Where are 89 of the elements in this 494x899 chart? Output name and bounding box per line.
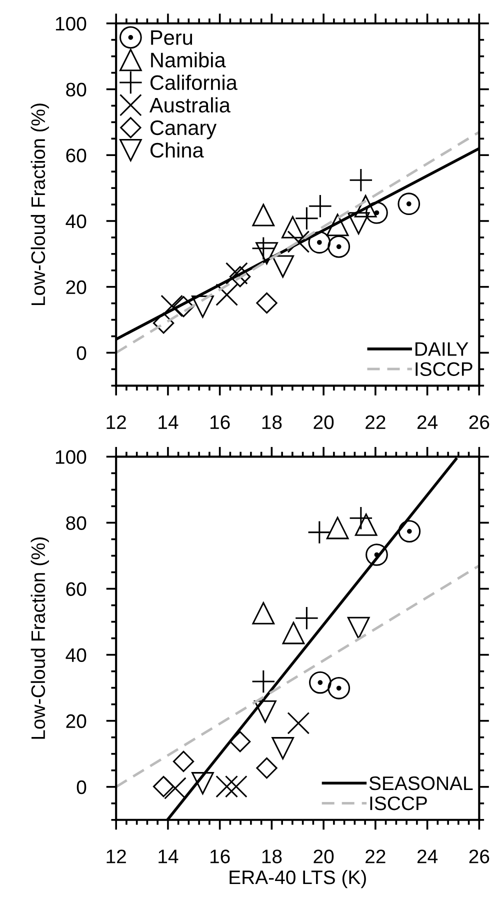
point	[354, 514, 378, 536]
x-tick-label: 24	[417, 415, 438, 429]
point	[294, 206, 319, 230]
point	[308, 520, 332, 544]
y-tick-label: 80	[66, 82, 86, 96]
x-tick-label: 18	[262, 415, 282, 430]
point	[272, 255, 294, 278]
y-tick-label: 0	[76, 780, 86, 794]
legend-label: California	[150, 74, 238, 90]
point	[224, 775, 248, 798]
point	[152, 312, 174, 334]
point	[398, 520, 421, 542]
point	[328, 236, 350, 258]
point	[256, 292, 278, 314]
y-tick-label: 40	[66, 214, 86, 228]
point	[347, 212, 370, 234]
point	[308, 194, 332, 218]
legend-label: Australia	[149, 97, 230, 113]
point	[282, 216, 304, 238]
x-tick-label: 20	[314, 850, 334, 864]
point	[282, 622, 305, 644]
point	[192, 295, 214, 318]
x-tick-label: 16	[210, 850, 230, 864]
point	[192, 772, 214, 794]
x-tick-label: 12	[106, 415, 126, 429]
legend-label: Canary	[150, 120, 217, 140]
point	[252, 602, 275, 624]
point	[398, 192, 420, 216]
point	[272, 737, 294, 760]
point	[229, 266, 251, 288]
legend-label: DAILY	[416, 342, 468, 356]
x-tick-label: 18	[262, 850, 282, 864]
point	[252, 670, 276, 694]
point	[254, 700, 276, 723]
point	[226, 262, 248, 285]
point	[216, 775, 238, 798]
point	[252, 204, 275, 226]
point	[256, 242, 278, 264]
x-tick-label: 14	[158, 416, 178, 429]
point	[366, 544, 388, 566]
x-tick-label: 26	[469, 850, 490, 864]
y-tick-label: 40	[66, 648, 86, 662]
x-tick-label: 20	[314, 415, 334, 430]
point	[256, 757, 278, 779]
point	[349, 506, 373, 530]
point	[152, 776, 174, 798]
point	[349, 168, 373, 192]
point	[160, 294, 184, 318]
point	[326, 516, 349, 540]
point	[328, 676, 350, 700]
y-tick-label: 0	[76, 346, 86, 360]
legend-label: SEASONAL	[369, 776, 473, 790]
y-axis-title: Low-Cloud Fraction (%)	[30, 104, 49, 306]
point	[287, 230, 310, 253]
x-tick-label: 26	[469, 415, 490, 430]
y-tick-label: 100	[56, 450, 86, 464]
y-axis-title: Low-Cloud Fraction (%)	[30, 537, 49, 739]
legend-label: ISCCP	[416, 362, 472, 376]
y-tick-label: 20	[66, 280, 86, 294]
legend-label: Namibia	[151, 52, 226, 68]
x-axis-title: ERA-40 LTS (K)	[230, 870, 366, 888]
x-tick-label: 12	[106, 850, 126, 864]
point	[216, 284, 238, 306]
y-tick-label: 20	[66, 714, 86, 728]
point	[326, 214, 349, 236]
point	[354, 194, 377, 218]
point	[172, 750, 194, 772]
legend-label: Peru	[151, 30, 192, 45]
x-tick-label: 14	[158, 850, 178, 864]
y-tick-label: 80	[66, 516, 86, 530]
point	[309, 671, 332, 694]
point	[252, 236, 276, 260]
point	[294, 606, 319, 630]
point	[347, 616, 370, 640]
x-tick-label: 16	[210, 415, 230, 430]
y-tick-label: 60	[66, 148, 86, 162]
point	[229, 731, 251, 752]
legend-label: ISCCP	[370, 796, 427, 810]
point	[366, 202, 388, 224]
legend-label: China	[150, 142, 204, 158]
x-tick-label: 22	[366, 415, 386, 429]
y-tick-label: 60	[66, 582, 86, 596]
point	[172, 296, 194, 318]
x-tick-label: 22	[366, 850, 386, 864]
y-tick-label: 100	[56, 16, 86, 31]
point	[287, 712, 310, 734]
point	[164, 777, 186, 800]
x-tick-label: 24	[417, 850, 438, 864]
point	[308, 231, 331, 254]
